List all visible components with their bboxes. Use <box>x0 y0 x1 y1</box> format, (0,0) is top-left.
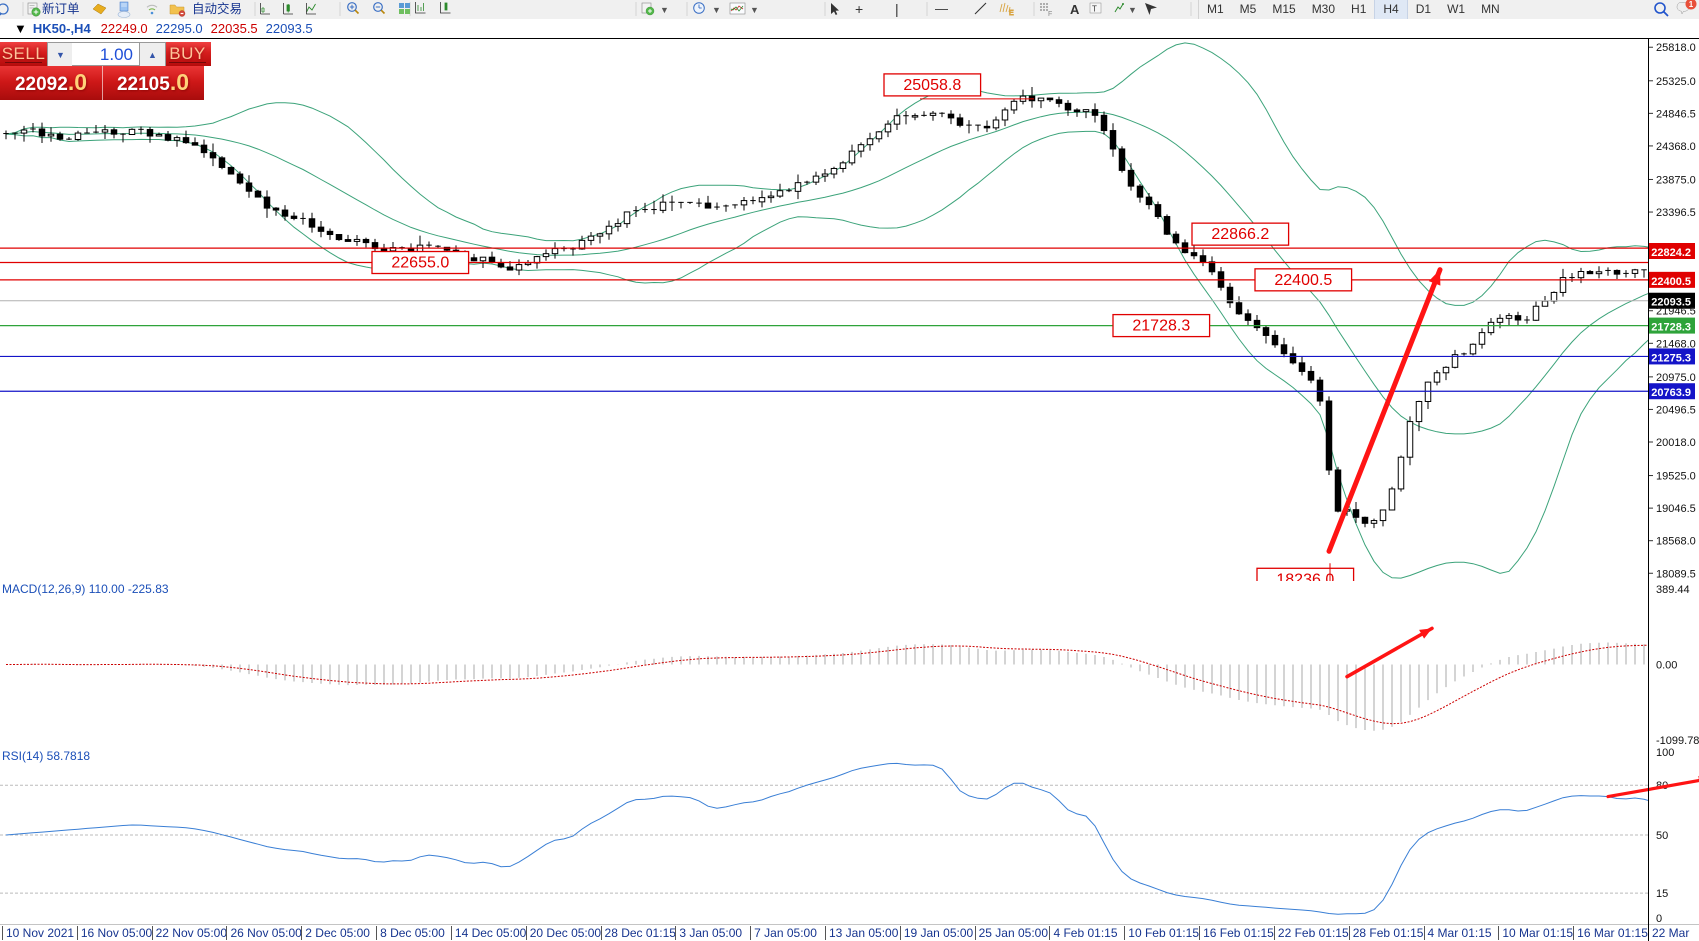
svg-text:F: F <box>1048 11 1052 18</box>
svg-text:25058.8: 25058.8 <box>903 77 961 94</box>
svg-text:新订单: 新订单 <box>42 1 80 16</box>
svg-text:▼: ▼ <box>660 5 669 15</box>
svg-text:24846.5: 24846.5 <box>1656 108 1696 120</box>
svg-text:自动交易: 自动交易 <box>192 1 242 16</box>
svg-text:▼: ▼ <box>712 5 721 15</box>
svg-text:20496.5: 20496.5 <box>1656 404 1696 416</box>
svg-text:20018.0: 20018.0 <box>1656 437 1696 449</box>
svg-text:389.44: 389.44 <box>1656 584 1690 596</box>
svg-text:50: 50 <box>1656 830 1668 842</box>
svg-text:|: | <box>895 1 899 17</box>
svg-text:-1099.78: -1099.78 <box>1656 735 1699 747</box>
svg-text:21275.3: 21275.3 <box>1651 352 1691 364</box>
svg-text:22866.2: 22866.2 <box>1211 226 1269 243</box>
svg-text:E: E <box>1009 10 1014 17</box>
svg-text:T: T <box>1092 5 1097 14</box>
svg-text:22400.5: 22400.5 <box>1274 272 1332 289</box>
svg-text:23875.0: 23875.0 <box>1656 174 1696 186</box>
svg-text:20763.9: 20763.9 <box>1651 387 1691 399</box>
svg-text:22824.2: 22824.2 <box>1651 247 1691 259</box>
svg-text:0: 0 <box>1656 913 1662 924</box>
svg-text:22400.5: 22400.5 <box>1651 276 1691 288</box>
svg-text:18089.5: 18089.5 <box>1656 568 1696 580</box>
svg-text:0.00: 0.00 <box>1656 660 1677 672</box>
svg-text:—: — <box>935 1 948 16</box>
svg-text:18568.0: 18568.0 <box>1656 536 1696 548</box>
svg-text:+: + <box>855 1 863 17</box>
svg-text:▼: ▼ <box>1128 5 1137 15</box>
svg-text:RSI(14) 58.7818: RSI(14) 58.7818 <box>2 749 90 763</box>
svg-text:21728.3: 21728.3 <box>1651 322 1691 334</box>
svg-text:19525.0: 19525.0 <box>1656 471 1696 483</box>
svg-text:25818.0: 25818.0 <box>1656 42 1696 54</box>
svg-text:23396.5: 23396.5 <box>1656 207 1696 219</box>
svg-text:20975.0: 20975.0 <box>1656 372 1696 384</box>
svg-text:A: A <box>1070 2 1080 17</box>
svg-text:1: 1 <box>1689 0 1694 9</box>
svg-text:22655.0: 22655.0 <box>391 255 449 272</box>
svg-text:MACD(12,26,9) 110.00 -225.83: MACD(12,26,9) 110.00 -225.83 <box>2 582 169 596</box>
svg-text:15: 15 <box>1656 888 1668 900</box>
svg-text:25325.0: 25325.0 <box>1656 76 1696 88</box>
svg-text:24368.0: 24368.0 <box>1656 141 1696 153</box>
svg-text:18236.0: 18236.0 <box>1276 571 1334 581</box>
svg-text:21728.3: 21728.3 <box>1132 318 1190 335</box>
svg-text:100: 100 <box>1656 748 1674 759</box>
svg-text:▼: ▼ <box>750 5 759 15</box>
svg-text:21946.5: 21946.5 <box>1656 306 1696 318</box>
svg-text:19046.5: 19046.5 <box>1656 503 1696 515</box>
